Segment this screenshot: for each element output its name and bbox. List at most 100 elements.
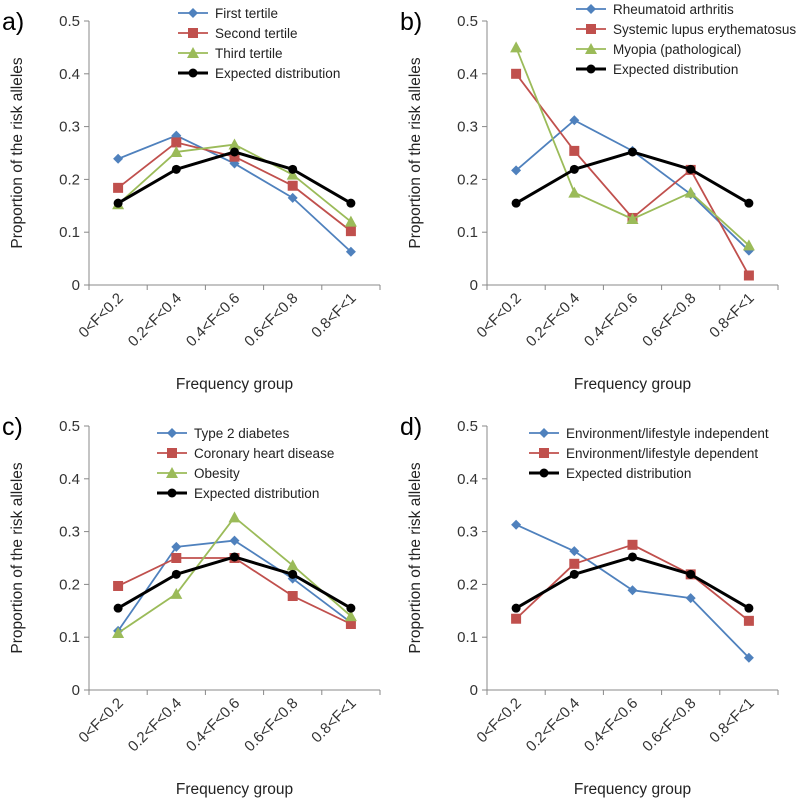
y-tick-label: 0.1 [457,629,478,646]
data-point [686,164,696,174]
data-point [287,192,298,203]
legend: Environment/lifestyle independent Environ… [529,426,769,481]
x-tick-label: 0<F<0.2 [75,695,127,747]
legend-marker [188,68,198,78]
data-point [171,541,182,552]
y-tick-label: 0.4 [59,66,80,83]
data-point [113,580,124,591]
y-axis-title: Proportion of the risk alleles [9,462,26,654]
data-point [511,519,522,530]
data-point [744,603,754,613]
legend-entry: Coronary heart disease [194,446,334,461]
panel-label: b) [400,8,422,36]
legend-entry: Expected distribution [215,66,340,81]
x-tick-label: 0<F<0.2 [473,290,525,342]
panel-label: d) [400,413,422,441]
series-line [117,557,352,625]
data-point [743,270,754,281]
legend-marker [586,64,596,74]
data-point [345,619,356,629]
data-point [743,652,754,663]
chart-panel-2: b) 0 0.1 0.2 0.3 0.4 0.5 0<F<0.20.2<F<0.40.4<F<… [400,2,796,393]
series-2 [511,68,754,281]
y-tick-label: 0.4 [457,471,478,488]
series-line [117,555,352,610]
data-point [230,552,239,562]
legend: Rheumatoid arthritis Systemic lupus eryth… [576,2,796,77]
data-point [626,213,639,224]
legend-marker [166,467,178,478]
y-tick-label: 0.1 [59,224,80,241]
y-tick-label: 0.5 [457,13,478,30]
x-tick-label: 0.6<F<0.8 [639,290,699,350]
y-tick-label: 0.2 [59,576,80,593]
series-2 [113,137,356,237]
data-point [171,553,182,563]
x-tick-label: 0.8<F<1 [308,695,360,747]
data-point [170,587,183,599]
data-point [743,615,754,626]
y-tick-label: 0.2 [457,171,478,188]
x-tick-label: 0.4<F<0.6 [581,695,641,755]
series-3 [511,552,754,613]
x-axis-title: Frequency group [574,781,691,798]
data-point [229,535,240,546]
data-point [288,164,298,174]
y-tick-label: 0.3 [457,524,478,541]
legend-entry: First tertile [215,6,278,21]
data-point [287,591,298,602]
legend: First tertile Second tertile Third tertile… [178,6,340,81]
x-tick-label: 0<F<0.2 [75,290,127,342]
data-point [171,569,181,579]
series-3 [112,511,357,638]
data-point [286,559,299,571]
x-tick-label: 0.4<F<0.6 [183,290,243,350]
legend-marker [188,28,198,38]
y-axis-title: Proportion of the risk alleles [407,462,424,654]
y-tick-label: 0.5 [59,418,80,435]
series-4 [511,147,754,208]
data-point [510,41,523,53]
series-4 [113,147,356,208]
panel-label: c) [2,413,23,441]
data-point [230,147,239,157]
legend-marker [167,428,177,438]
legend-marker [585,43,597,54]
data-point [344,215,357,227]
x-tick-label: 0.2<F<0.4 [523,695,583,755]
x-tick-label: 0.6<F<0.8 [639,695,699,755]
data-point [288,569,298,579]
chart-panel-4: d) 0 0.1 0.2 0.3 0.4 0.5 0<F<0.20.2<F<0.40.4<F<… [400,413,779,798]
data-point [171,137,182,148]
series-line [515,150,750,205]
data-point [113,603,123,613]
y-tick-label: 0.2 [457,576,478,593]
x-tick-label: 0.2<F<0.4 [125,290,185,350]
y-tick-label: 0.1 [457,224,478,241]
x-tick-label: 0.2<F<0.4 [125,695,185,755]
x-tick-label: 0.6<F<0.8 [241,290,301,350]
data-point [627,539,638,550]
data-point [685,593,696,604]
panel-label: a) [2,8,24,36]
legend-entry: Third tertile [215,46,283,61]
x-tick-label: 0<F<0.2 [473,695,525,747]
data-point [228,511,241,523]
data-point [344,610,357,622]
legend-entry: Expected distribution [566,466,691,481]
data-point [569,115,580,126]
legend-marker [539,448,549,458]
data-point [627,585,638,596]
data-point [569,145,580,156]
legend-marker [539,428,549,438]
legend-entry: Obesity [194,466,240,481]
data-point [346,198,356,208]
x-tick-label: 0.6<F<0.8 [241,695,301,755]
data-point [742,239,755,251]
data-point [569,569,579,579]
legend-marker [188,8,198,18]
x-tick-label: 0.8<F<1 [706,290,758,342]
data-point [112,626,125,638]
x-axis-title: Frequency group [574,376,691,393]
data-point [744,198,754,208]
